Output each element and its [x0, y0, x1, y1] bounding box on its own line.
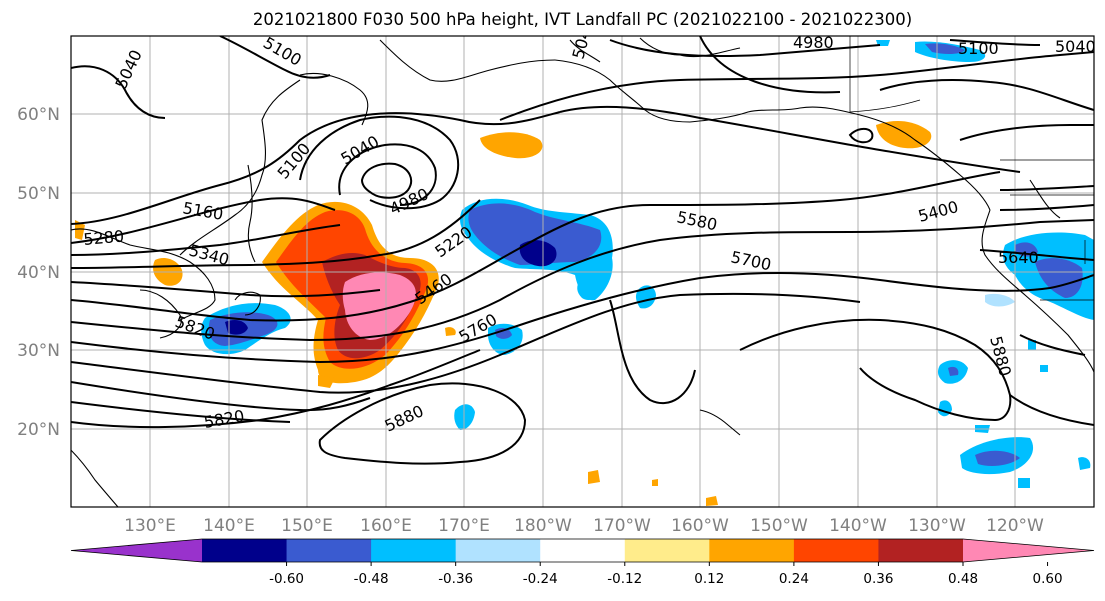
lon-label: 150°E	[281, 516, 333, 536]
colorbar-segment	[624, 539, 710, 562]
colorbar-segment	[371, 539, 457, 562]
colorbar-tick-label: 0.60	[1033, 571, 1063, 587]
lat-label-20n: 20°N	[17, 420, 60, 440]
map-frame	[70, 35, 1095, 508]
lon-label: 130°W	[908, 516, 966, 536]
colorbar-segment	[709, 539, 795, 562]
contour-label: 5100	[958, 39, 999, 58]
lon-label: 130°E	[124, 516, 176, 536]
colorbar-tick-label: -0.12	[607, 571, 642, 587]
contour-label: 4980	[793, 33, 834, 52]
colorbar: -0.60 -0.48 -0.36 -0.24 -0.12 0.12 0.24 0.36 0.4…	[70, 538, 1095, 587]
lon-labels: 130°E 140°E 150°E 160°E 170°E 180°W 170°…	[124, 516, 1044, 536]
contour-label: 5280	[83, 227, 125, 249]
colorbar-tick-label: 0.36	[863, 571, 893, 587]
lon-label: 140°E	[203, 516, 255, 536]
colorbar-segment	[793, 539, 879, 562]
contour-label: 5040	[1055, 37, 1096, 56]
lon-label: 170°E	[438, 516, 490, 536]
lon-label: 160°W	[671, 516, 729, 536]
colorbar-tick-label: -0.60	[269, 571, 304, 587]
colorbar-tick-label: -0.36	[438, 571, 473, 587]
lon-label: 180°W	[514, 516, 572, 536]
colorbar-tick-label: -0.48	[354, 571, 389, 587]
lat-label-50n: 50°N	[17, 184, 60, 204]
lat-labels: 60°N 50°N 40°N 30°N 20°N	[17, 105, 60, 440]
lat-label-30n: 30°N	[17, 341, 60, 361]
gridlines	[71, 36, 1094, 507]
colorbar-segment	[878, 539, 964, 562]
colorbar-extend-low	[71, 539, 202, 562]
colorbar-tick-label: 0.48	[948, 571, 978, 587]
height-contours	[71, 36, 1094, 465]
colorbar-segment	[286, 539, 372, 562]
lon-label: 150°W	[750, 516, 808, 536]
lon-label: 140°W	[829, 516, 887, 536]
lat-label-60n: 60°N	[17, 105, 60, 125]
colorbar-tick-label: 0.24	[779, 571, 809, 587]
map-title: 2021021800 F030 500 hPa height, IVT Land…	[252, 10, 913, 29]
colorbar-tick-label: -0.24	[523, 571, 558, 587]
colorbar-segment	[202, 539, 288, 562]
colorbar-segment	[540, 539, 626, 562]
colorbar-extend-high	[963, 539, 1094, 562]
lon-label: 120°W	[986, 516, 1044, 536]
contour-label: 5640	[998, 248, 1039, 267]
lon-label: 160°E	[360, 516, 412, 536]
borders	[849, 36, 1094, 301]
coastlines	[71, 37, 1094, 507]
colorbar-segment	[455, 539, 541, 562]
lat-label-40n: 40°N	[17, 263, 60, 283]
colorbar-tick-label: 0.12	[694, 571, 724, 587]
colorbar-outline	[70, 538, 1095, 563]
lon-label: 170°W	[593, 516, 651, 536]
